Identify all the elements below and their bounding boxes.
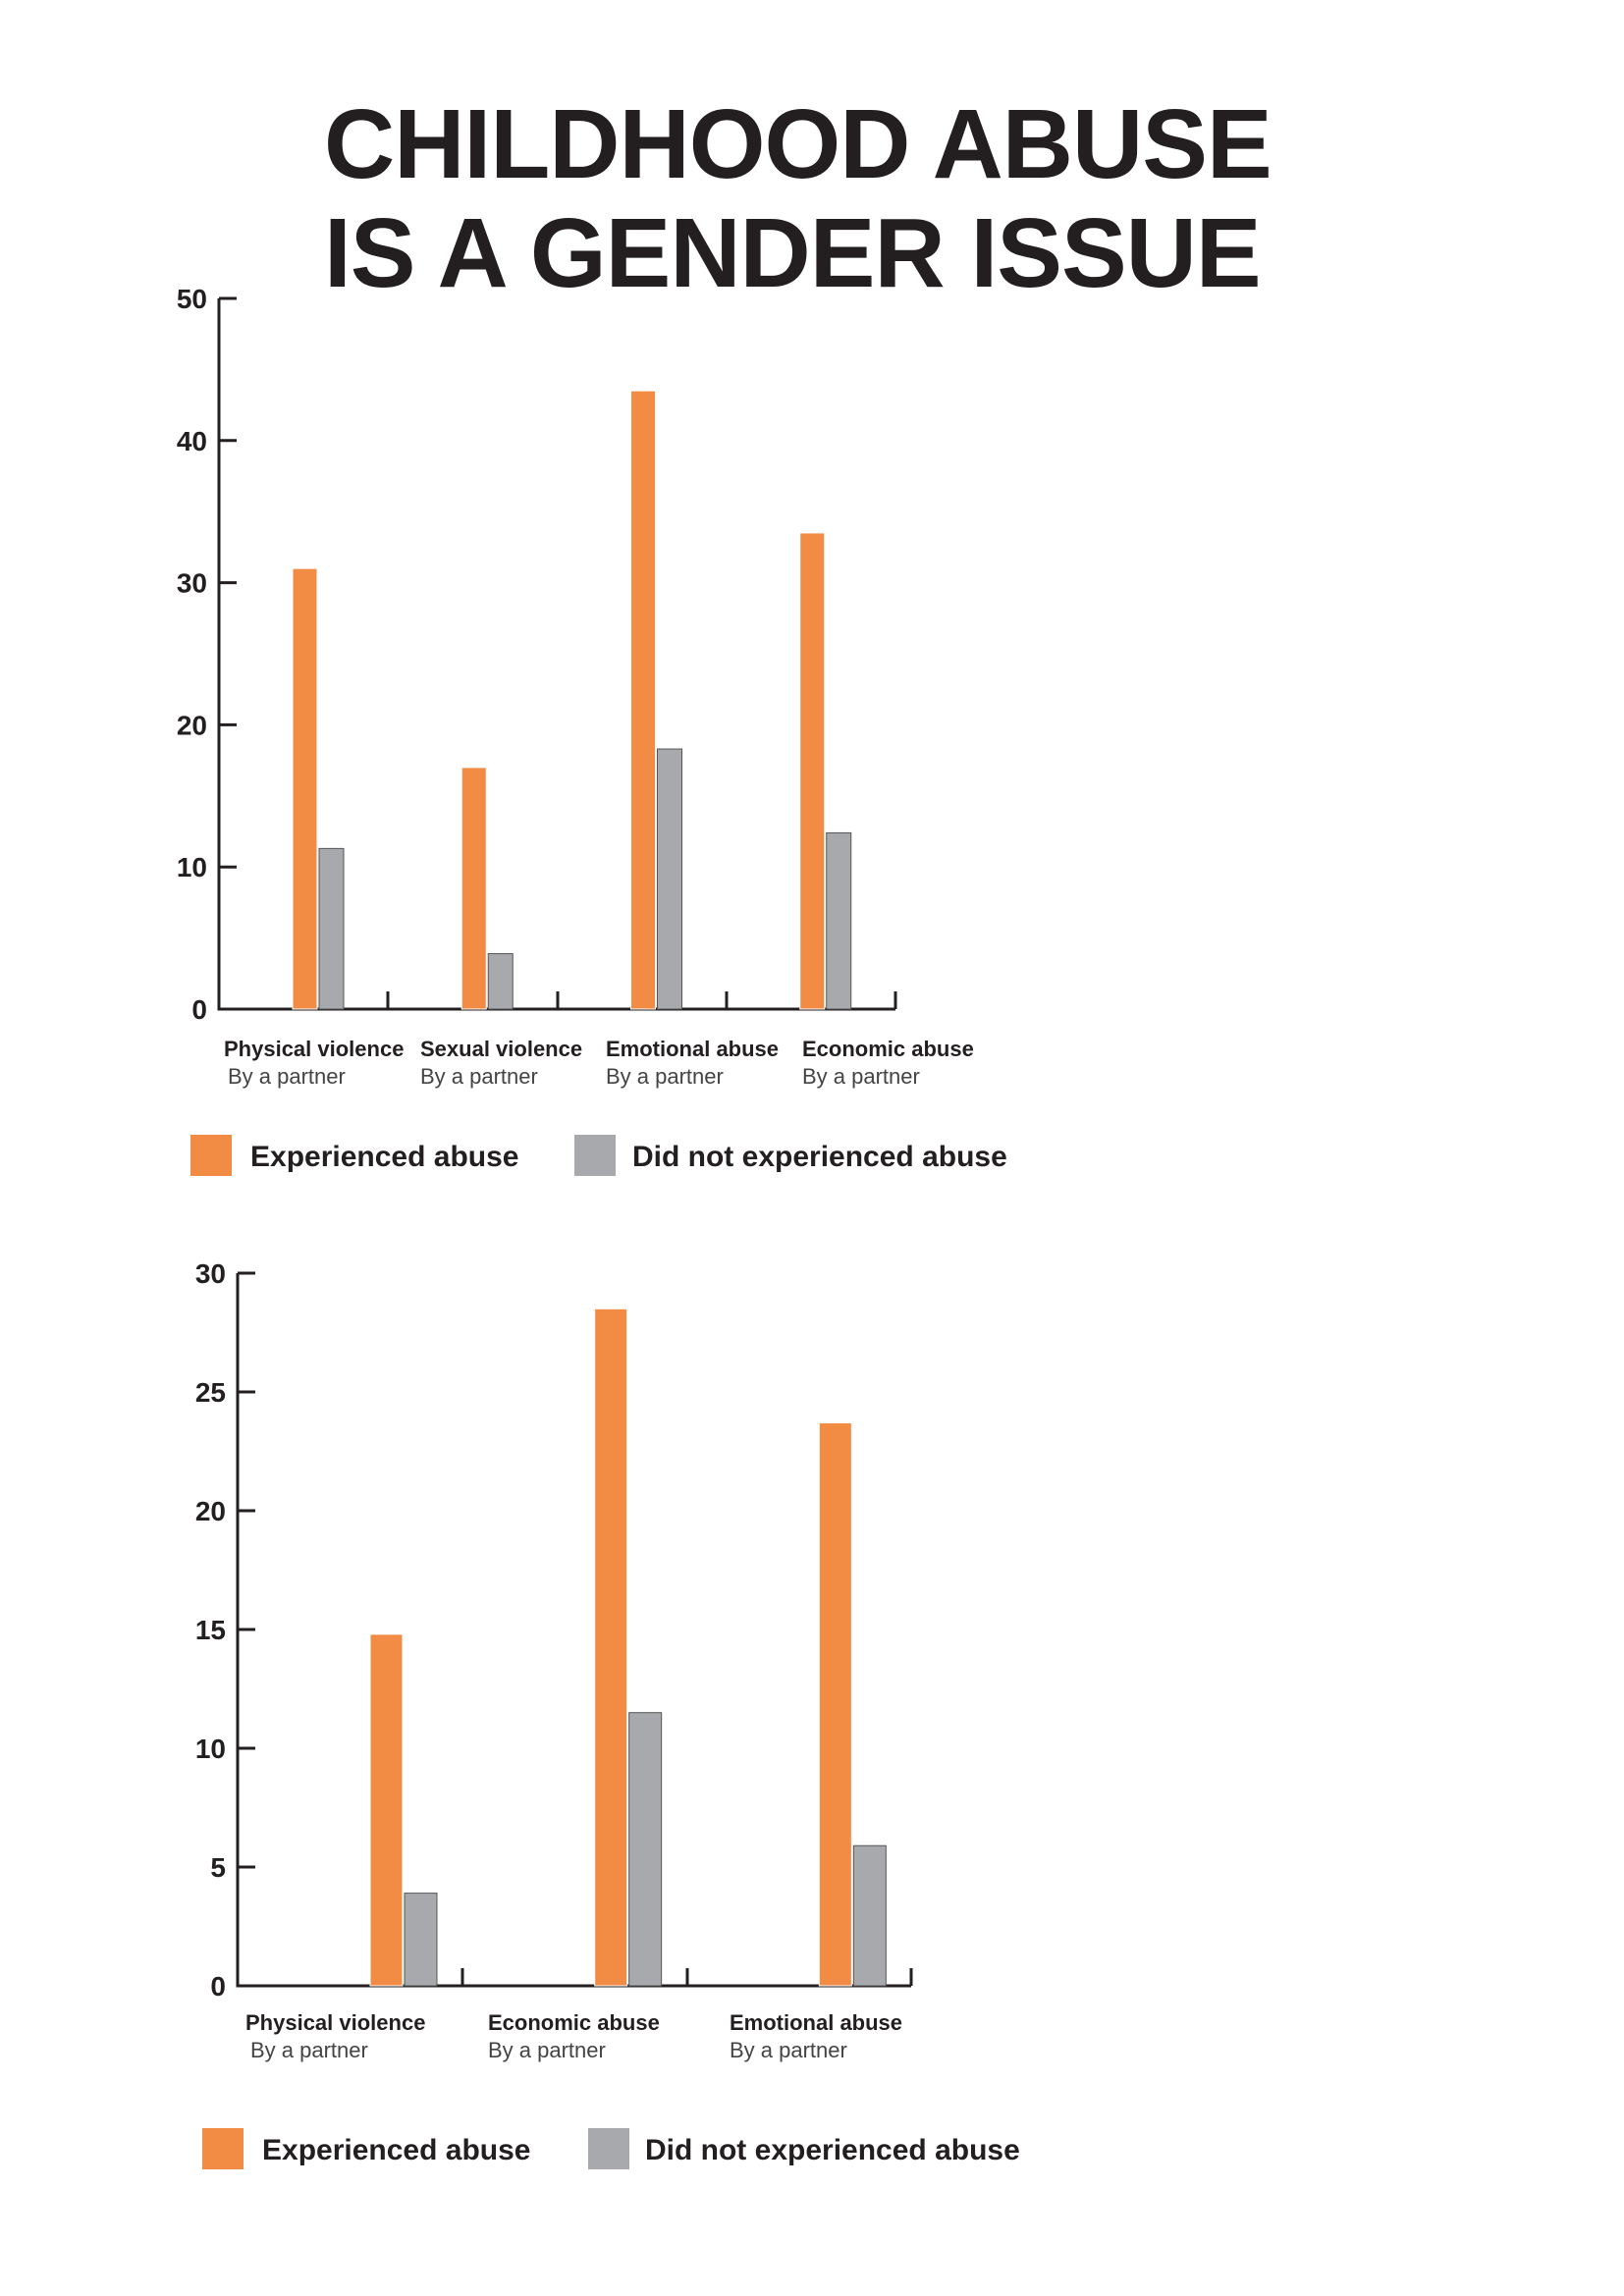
y-tick-label: 0 <box>210 1971 226 2002</box>
legend-swatch-not-experienced <box>588 2128 629 2169</box>
y-tick-label: 30 <box>195 1258 226 1289</box>
y-tick-label: 5 <box>210 1852 226 1883</box>
x-category-label: Emotional abuse <box>606 1037 779 1061</box>
x-category-sublabel: By a partner <box>730 2038 847 2062</box>
page-title-line-1: CHILDHOOD ABUSE <box>324 89 1272 199</box>
x-category-label: Physical violence <box>224 1037 404 1061</box>
bar-experienced-physical-violence <box>292 567 318 1010</box>
x-category-label: Emotional abuse <box>730 2010 902 2035</box>
legend-label-not-experienced: Did not experienced abuse <box>632 1141 1007 1173</box>
x-category-label: Sexual violence <box>420 1037 582 1061</box>
bar-not-experienced-sexual-violence <box>487 953 514 1010</box>
x-category-sublabel: By a partner <box>228 1064 346 1089</box>
page-title: CHILDHOOD ABUSE IS A GENDER ISSUE <box>324 90 1272 308</box>
y-tick-label: 10 <box>177 852 207 882</box>
legend-swatch-experienced <box>202 2128 244 2169</box>
bar-not-experienced-economic-abuse <box>826 831 852 1010</box>
legend-label-not-experienced: Did not experienced abuse <box>645 2134 1020 2166</box>
legend-swatch-experienced <box>190 1135 232 1176</box>
bar-chart-1: 0 10 20 30 40 50 Physical violence By a partner… <box>177 284 1007 1176</box>
y-tick-label: 10 <box>195 1734 226 1764</box>
bar-experienced-emotional-abuse <box>818 1421 852 1987</box>
y-tick-label: 25 <box>195 1377 226 1408</box>
legend-label-experienced: Experienced abuse <box>262 2134 530 2166</box>
bar-experienced-emotional-abuse <box>630 390 656 1010</box>
y-tick-label: 40 <box>177 426 207 456</box>
legend-swatch-not-experienced <box>574 1135 616 1176</box>
y-tick-label: 15 <box>195 1615 226 1645</box>
x-category-label: Economic abuse <box>488 2010 660 2035</box>
x-category-sublabel: By a partner <box>802 1064 920 1089</box>
bar-not-experienced-economic-abuse <box>628 1712 663 1987</box>
bar-not-experienced-physical-violence <box>404 1893 438 1987</box>
bar-experienced-economic-abuse <box>799 532 826 1010</box>
bar-not-experienced-physical-violence <box>318 847 345 1010</box>
bar-not-experienced-emotional-abuse <box>657 748 682 1010</box>
y-tick-label: 50 <box>177 284 207 314</box>
x-category-sublabel: By a partner <box>250 2038 368 2062</box>
bar-experienced-sexual-violence <box>460 767 487 1010</box>
y-tick-label: 30 <box>177 568 207 599</box>
x-category-sublabel: By a partner <box>488 2038 606 2062</box>
y-tick-label: 20 <box>195 1496 226 1526</box>
x-category-sublabel: By a partner <box>420 1064 538 1089</box>
page-title-line-2: IS A GENDER ISSUE <box>324 198 1262 308</box>
legend-label-experienced: Experienced abuse <box>250 1141 518 1173</box>
y-tick-label: 0 <box>191 994 207 1025</box>
bar-not-experienced-emotional-abuse <box>852 1844 887 1987</box>
bar-experienced-physical-violence <box>369 1633 404 1987</box>
x-category-label: Physical violence <box>245 2010 425 2035</box>
x-category-sublabel: By a partner <box>606 1064 724 1089</box>
bar-experienced-economic-abuse <box>594 1308 628 1987</box>
y-tick-label: 20 <box>177 710 207 740</box>
bar-chart-2: 0 5 10 15 20 25 30 Physical violence By a partne… <box>195 1258 1020 2169</box>
x-category-label: Economic abuse <box>802 1037 974 1061</box>
